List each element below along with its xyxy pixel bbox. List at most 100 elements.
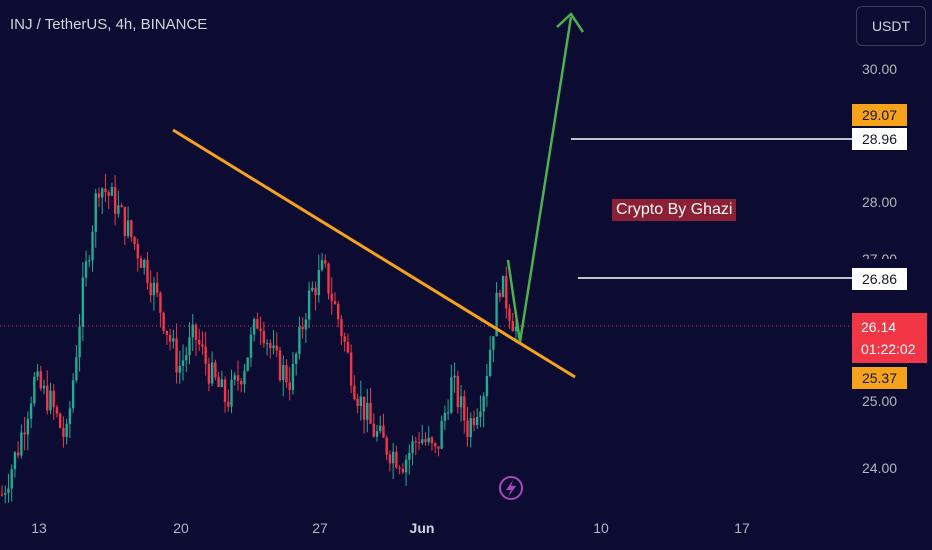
candle-body (453, 375, 456, 378)
candle-body (298, 326, 301, 354)
support-badge: 25.37 (852, 367, 907, 389)
time-tick-27: 27 (312, 520, 328, 536)
candle-body (62, 427, 65, 437)
candle-body (259, 328, 262, 331)
candle-body (479, 411, 482, 418)
time-tick-10: 10 (593, 520, 609, 536)
target-high-badge: 29.07 (852, 104, 907, 126)
candle-body (52, 390, 55, 408)
candle-body (514, 326, 518, 332)
candle-body (265, 343, 269, 345)
projection-path (506, 16, 573, 343)
candle-body (437, 446, 440, 449)
candle-body (304, 319, 308, 330)
candle-body (16, 452, 20, 456)
candle-body (421, 439, 424, 444)
candle-body (317, 270, 321, 296)
candle-body (291, 363, 295, 390)
candle-body (223, 379, 227, 402)
candle-body (340, 319, 343, 337)
candle-body (178, 365, 181, 373)
candle-body (107, 192, 110, 196)
candle-body (450, 377, 453, 413)
candle-body (379, 425, 382, 432)
candle-body (443, 412, 447, 421)
time-tick-13: 13 (31, 520, 47, 536)
candle-body (372, 423, 375, 437)
candle-body (262, 330, 266, 344)
candle-body (401, 468, 405, 473)
candle-body (278, 350, 282, 381)
candle-body (88, 260, 91, 262)
candle-body (307, 290, 311, 320)
candle-body (42, 385, 46, 389)
price-tick-28: 28.00 (862, 194, 898, 210)
candle-body (162, 312, 165, 331)
candle-body (285, 365, 288, 383)
candle-body (97, 193, 101, 198)
candle-body (185, 355, 188, 361)
candle-body (472, 418, 476, 426)
candle-body (375, 431, 379, 437)
candle-body (408, 453, 411, 460)
bar-countdown: 01:22:02 (861, 341, 916, 357)
candle-body (391, 451, 395, 464)
candle-body (33, 376, 36, 404)
candle-body (10, 469, 13, 489)
candle-body (133, 237, 136, 244)
candle-body (505, 275, 508, 309)
price-tick-25: 25.00 (862, 393, 898, 409)
candle-body (269, 343, 272, 349)
candle-body (188, 337, 191, 356)
resistance-upper-badge: 28.96 (852, 128, 907, 150)
candle-body (201, 344, 204, 347)
candle-body (4, 492, 7, 495)
candle-body (20, 432, 23, 456)
lightning-icon[interactable] (499, 476, 523, 500)
candle-body (414, 441, 417, 443)
time-tick-20: 20 (173, 520, 189, 536)
candle-body (172, 338, 175, 342)
candle-body (204, 346, 207, 364)
candle-body (301, 326, 304, 330)
candle-body (508, 308, 511, 322)
candle-body (343, 336, 346, 342)
candle-body (256, 319, 259, 329)
candle-body (0, 494, 4, 496)
candle-body (240, 380, 243, 385)
candle-body (320, 260, 324, 271)
candle-body (466, 420, 469, 438)
candle-body (395, 451, 398, 468)
candle-body (398, 467, 401, 469)
candle-body (382, 425, 385, 438)
candle-body (498, 292, 502, 297)
candle-body (217, 377, 220, 387)
candle-body (404, 459, 408, 473)
candle-body (488, 349, 492, 376)
candle-body (501, 275, 505, 297)
candle-body (330, 293, 333, 302)
candle-body (165, 330, 169, 335)
candle-body (369, 403, 372, 424)
candlestick-series (0, 174, 518, 504)
candle-body (492, 336, 495, 350)
projection-arrowhead (556, 12, 585, 33)
candle-body (469, 418, 472, 438)
candle-body (91, 231, 94, 261)
candle-body (7, 488, 10, 493)
candle-body (110, 187, 114, 196)
candle-body (146, 259, 149, 283)
current-price-value: 26.14 (861, 319, 897, 335)
candle-body (130, 220, 133, 238)
price-tick-27-partial: 27.00 (862, 251, 898, 259)
candle-body (324, 260, 327, 264)
candle-body (71, 380, 75, 409)
candle-body (446, 412, 450, 414)
currency-button[interactable]: USDT (856, 6, 926, 46)
candle-body (36, 371, 39, 377)
candle-body (46, 385, 49, 411)
candle-body (456, 375, 460, 408)
candle-body (101, 188, 104, 198)
candle-body (181, 360, 185, 366)
